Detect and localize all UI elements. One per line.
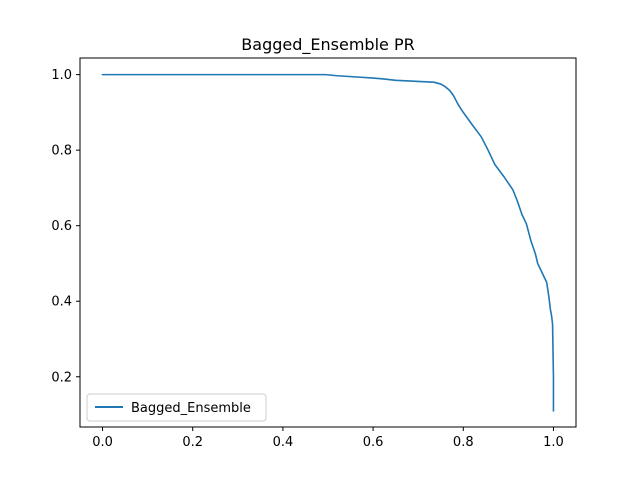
y-tick-label: 0.4 — [51, 295, 72, 310]
y-tick-label: 0.6 — [51, 219, 72, 234]
legend: Bagged_Ensemble — [86, 393, 267, 422]
y-tick-label: 0.8 — [51, 144, 72, 159]
legend-label: Bagged_Ensemble — [131, 401, 251, 416]
y-tick-label: 0.2 — [51, 370, 72, 385]
x-tick-label: 0.2 — [182, 435, 203, 450]
chart-title: Bagged_Ensemble PR — [241, 35, 414, 55]
axes-frame — [79, 57, 577, 428]
legend-box — [86, 393, 267, 422]
x-tick-label: 0.6 — [363, 435, 384, 450]
x-tick-label: 1.0 — [543, 435, 564, 450]
x-tick-label: 0.8 — [453, 435, 474, 450]
axis-ticks: 0.0 0.2 0.4 0.6 0.8 1.0 0.2 0.4 0.6 0.8 1.0 — [51, 68, 563, 450]
x-tick-label: 0.4 — [273, 435, 294, 450]
x-tick-label: 0.0 — [92, 435, 113, 450]
series-layer — [101, 73, 555, 412]
series-line — [101, 73, 555, 412]
y-tick-label: 1.0 — [51, 68, 72, 83]
